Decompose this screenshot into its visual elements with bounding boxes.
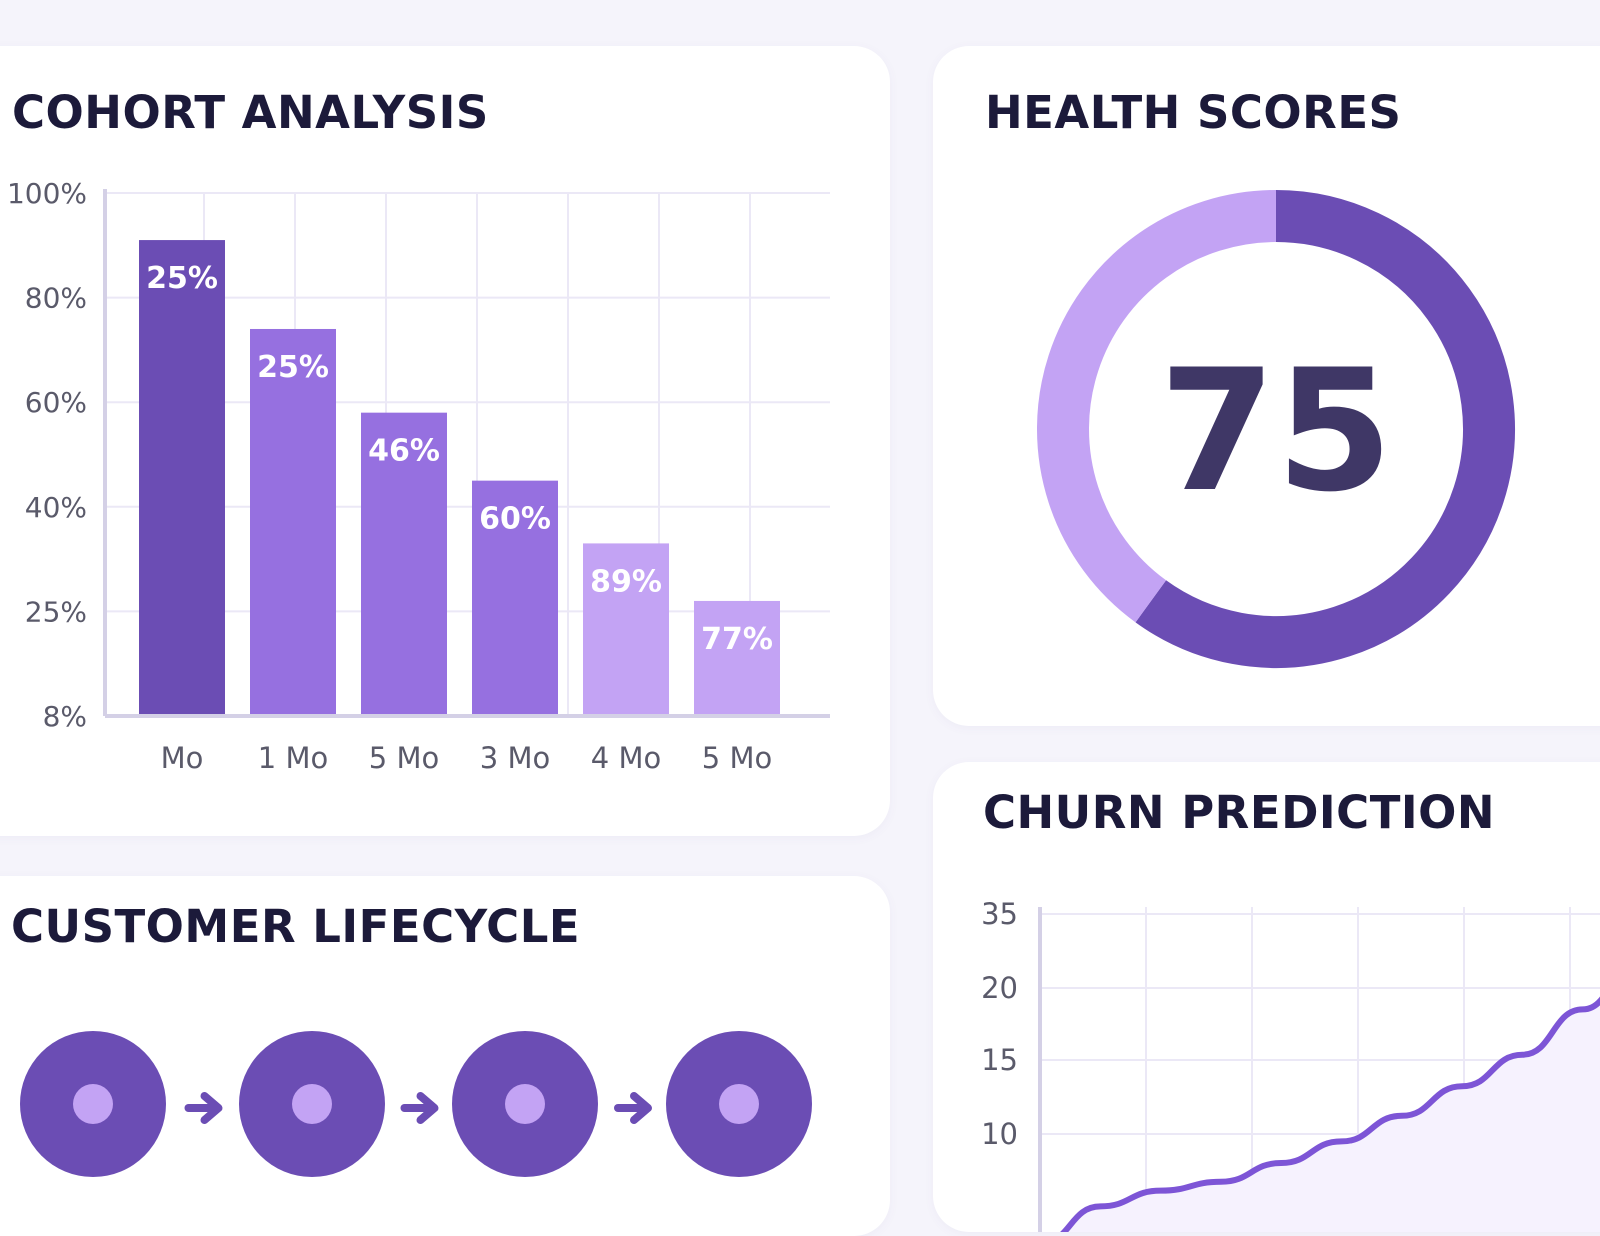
cohort-bar-value-label: 46% (368, 434, 440, 469)
health-donut-slice-remainder (1037, 190, 1277, 623)
lifecycle-stage-nucleus (292, 1084, 332, 1124)
cohort-x-tick-label: 3 Mo (480, 741, 550, 775)
cohort-bar (583, 543, 669, 714)
arrow-right-icon (400, 1092, 439, 1124)
cohort-bar-value-label: 25% (257, 350, 329, 385)
customer-lifecycle-card: CUSTOMER LIFECYCLE (0, 876, 890, 1236)
cohort-bar (250, 328, 336, 714)
cohort-bar (139, 240, 225, 714)
cohort-analysis-title: COHORT ANALYSIS (12, 86, 489, 139)
cohort-bar-value-label: 77% (701, 622, 773, 657)
arrow-head (416, 1092, 439, 1124)
cohort-y-tick-label: 25% (25, 595, 87, 628)
churn-y-tick-label: 35 (981, 897, 1018, 931)
cohort-bar (472, 480, 558, 714)
lifecycle-stage-nucleus (505, 1084, 545, 1124)
cohort-y-tick-label: 8% (43, 700, 87, 733)
cohort-bar-value-label: 60% (479, 502, 551, 537)
churn-y-tick-label: 20 (981, 971, 1018, 1005)
cohort-bar (361, 412, 447, 714)
cell-circle-icon (452, 1031, 598, 1177)
churn-y-tick-label: 10 (981, 1117, 1018, 1151)
health-score-donut: 75 (1037, 190, 1515, 668)
cohort-bar-chart: 8% 25% 40% 60% 80% 100% 25% Mo 25% 1 Mo 46% 5 Mo 60%… (7, 177, 830, 775)
arrow-right-icon (184, 1092, 223, 1124)
arrow-head (630, 1092, 652, 1124)
churn-area-fill (1040, 1000, 1600, 1232)
cohort-bar-value-label: 89% (590, 564, 662, 599)
cohort-y-tick-label: 80% (25, 282, 87, 315)
cohort-x-tick-label: 4 Mo (591, 741, 661, 775)
cohort-bar (694, 600, 780, 714)
health-scores-card: HEALTH SCORES 75 (933, 46, 1600, 726)
health-scores-title: HEALTH SCORES (985, 86, 1402, 139)
cohort-x-tick-label: Mo (161, 741, 204, 775)
cell-circle-icon (666, 1031, 812, 1177)
cell-circle-icon (239, 1031, 385, 1177)
cell-circle-icon (20, 1031, 166, 1177)
cohort-x-tick-label: 1 Mo (258, 741, 328, 775)
lifecycle-flow (20, 1031, 812, 1177)
lifecycle-stage-nucleus (73, 1084, 113, 1124)
cohort-x-tick-label: 5 Mo (369, 741, 439, 775)
churn-prediction-title: CHURN PREDICTION (983, 786, 1496, 839)
health-donut-slice-score (1135, 190, 1515, 668)
churn-prediction-card: CHURN PREDICTION 10 15 20 35 (933, 762, 1600, 1232)
cohort-analysis-card: COHORT ANALYSIS 8% 25% 40% 60% 80% 100% 25% Mo 2… (0, 46, 890, 836)
arrow-right-icon (614, 1092, 652, 1124)
churn-area-chart: 10 15 20 35 (981, 897, 1600, 1232)
cohort-bar-value-label: 25% (146, 261, 218, 296)
arrow-head (200, 1092, 223, 1124)
churn-y-tick-label: 15 (981, 1043, 1018, 1077)
lifecycle-stage-nucleus (719, 1084, 759, 1124)
cohort-y-tick-label: 100% (7, 177, 87, 210)
cohort-y-tick-label: 40% (25, 491, 87, 524)
customer-lifecycle-title: CUSTOMER LIFECYCLE (11, 900, 581, 953)
churn-series-line (1060, 996, 1600, 1232)
cohort-x-tick-label: 5 Mo (702, 741, 772, 775)
cohort-y-tick-label: 60% (25, 386, 87, 419)
health-score-value: 75 (1159, 333, 1393, 529)
